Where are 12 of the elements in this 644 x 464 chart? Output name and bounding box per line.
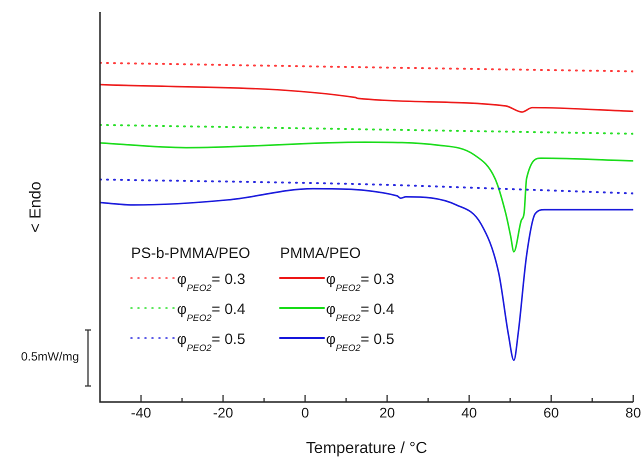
x-tick-label: 20 [379, 404, 396, 420]
x-tick-label: 0 [301, 404, 310, 420]
text: 0.5mW/mg [20, 349, 79, 364]
x-tick-label: -20 [212, 404, 234, 420]
y-axis-title: < Endo [27, 181, 44, 233]
x-tick-label: 80 [625, 404, 642, 420]
annotation: PS-b-PMMA/PEO [131, 245, 250, 262]
annotation: PMMA/PEO [280, 245, 361, 262]
x-tick-label: -40 [130, 404, 152, 420]
x-axis-title: Temperature / °C [306, 440, 428, 457]
x-tick-label: 40 [461, 404, 478, 420]
x-tick-label: 60 [543, 404, 560, 420]
